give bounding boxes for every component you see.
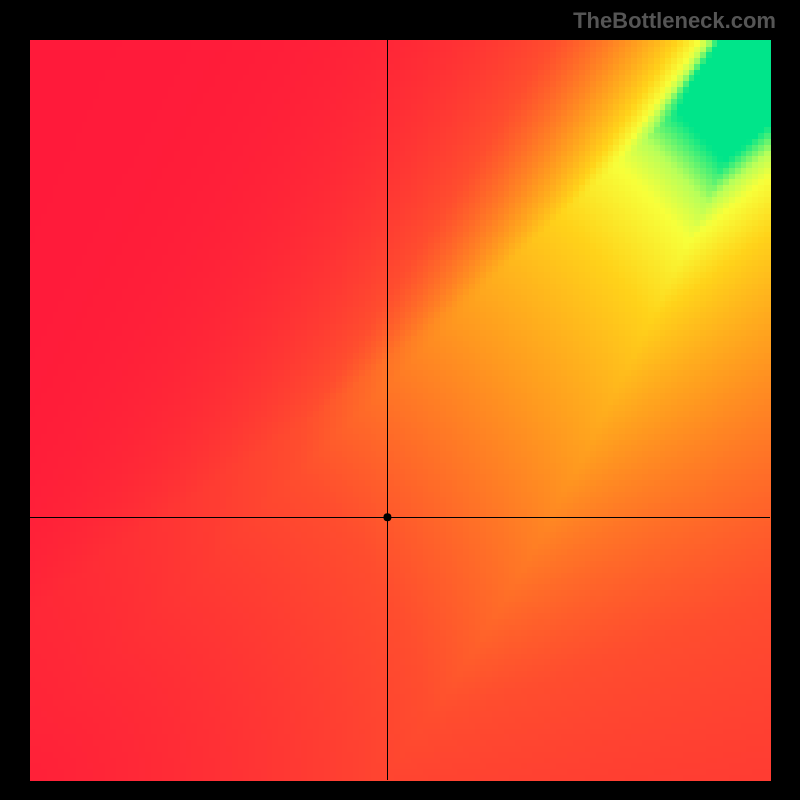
chart-container: TheBottleneck.com (0, 0, 800, 800)
source-watermark: TheBottleneck.com (573, 8, 776, 34)
bottleneck-heatmap (0, 0, 800, 800)
